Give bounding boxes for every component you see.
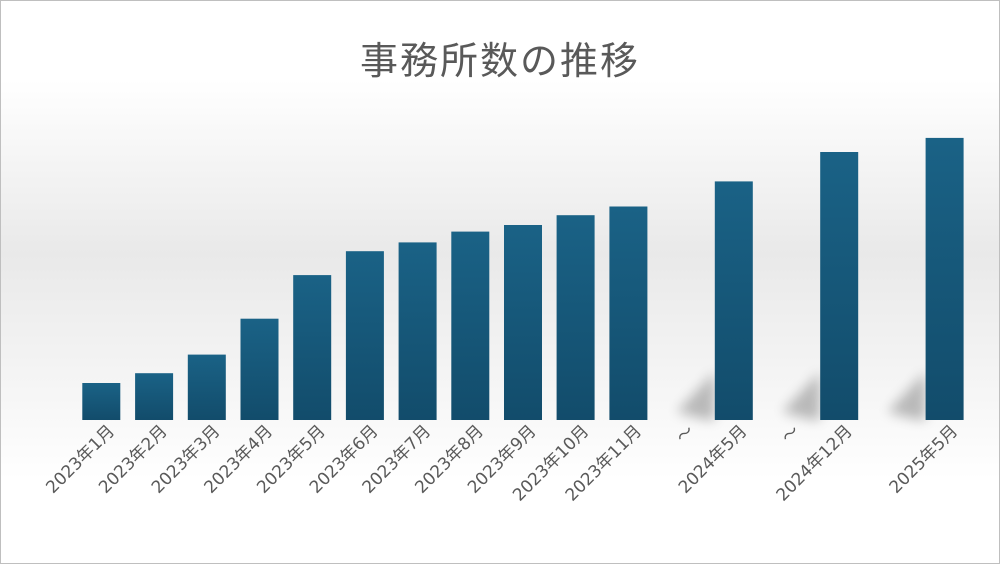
- bar: [345, 251, 384, 420]
- bar-shadow: [782, 372, 821, 420]
- bar: [556, 215, 595, 420]
- bar: [82, 383, 121, 420]
- bar: [504, 225, 542, 420]
- bar: [187, 354, 226, 420]
- x-tick-label: 2025年5月: [886, 421, 962, 497]
- bar: [135, 373, 174, 420]
- bar: [451, 231, 490, 420]
- bar: [240, 318, 279, 420]
- bar: [293, 275, 332, 420]
- bar: [820, 152, 859, 420]
- bar: [609, 206, 648, 420]
- chart-title: 事務所数の推移: [359, 39, 640, 83]
- bar-shadow: [887, 372, 926, 420]
- bar-shadow: [676, 372, 715, 420]
- bar: [714, 181, 753, 420]
- bar: [398, 242, 437, 420]
- bar: [925, 137, 964, 420]
- x-tick-label: 〜: [672, 421, 698, 447]
- x-tick-label: 〜: [778, 421, 804, 447]
